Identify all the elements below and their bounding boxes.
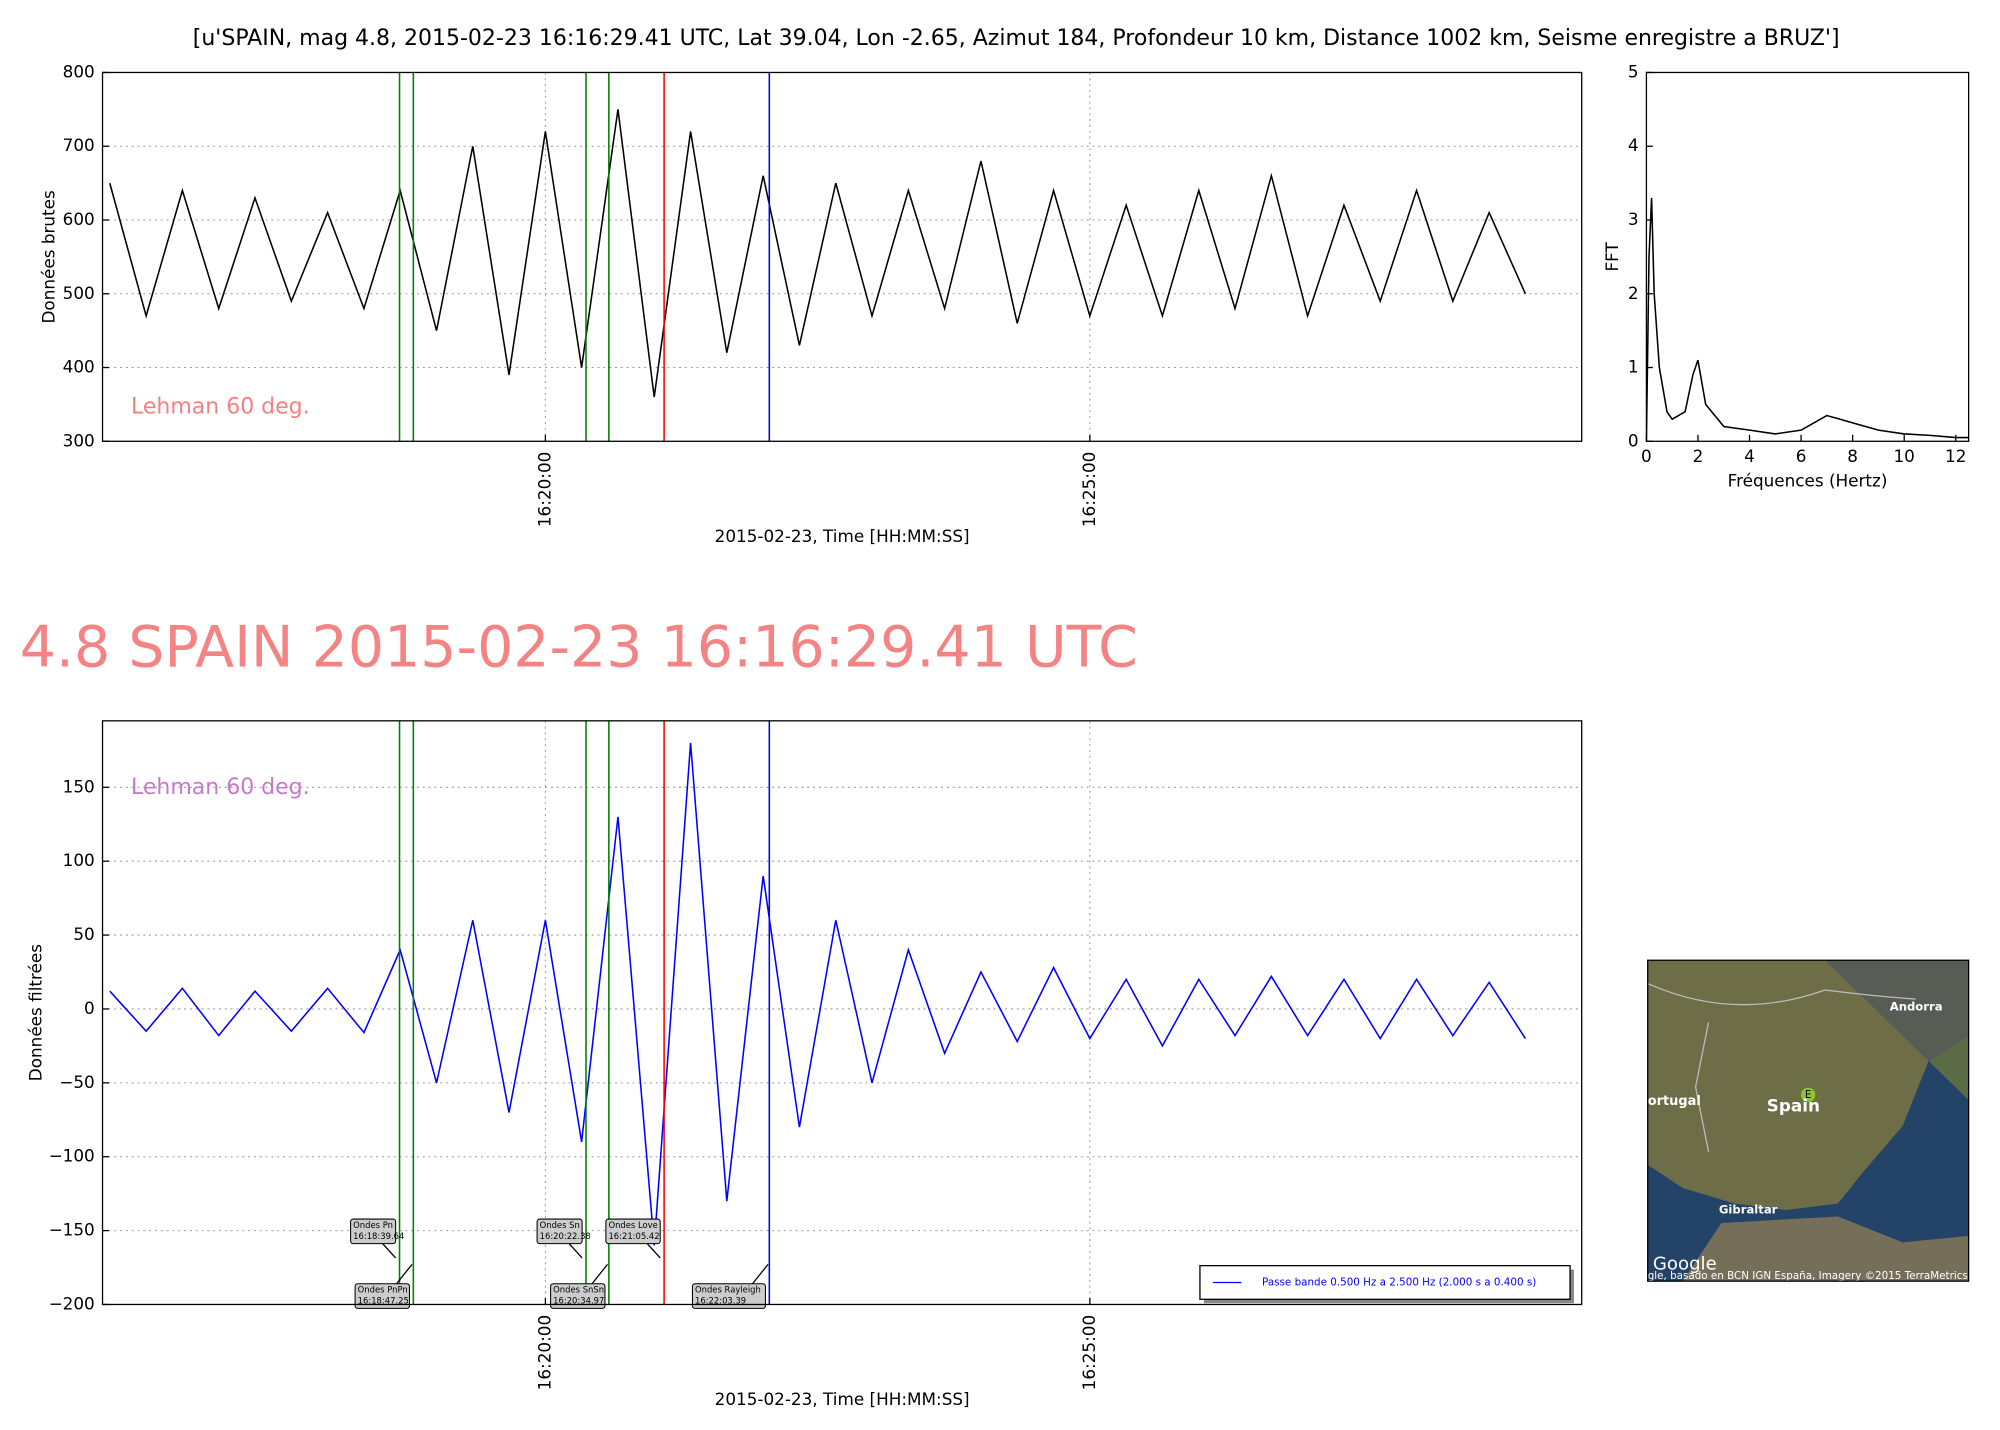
y-tick-label: −200: [49, 1293, 95, 1313]
plot-frame: [101, 71, 1583, 442]
plot-frame: [101, 720, 1583, 1306]
y-tick-label: 0: [84, 998, 95, 1018]
y-tick-label: −100: [49, 1146, 95, 1166]
x-tick-label: 16:25:00: [1079, 1315, 1099, 1391]
phase-time: 16:22:03.39: [695, 1296, 746, 1306]
plot-frame: [1645, 71, 1970, 442]
chart-title: 4.8 SPAIN 2015-02-23 16:16:29.41 UTC: [20, 615, 1138, 681]
phase-label-box: [536, 1218, 583, 1245]
y-axis-label: FFT: [1602, 242, 1622, 272]
chart-title: [u'SPAIN, mag 4.8, 2015-02-23 16:16:29.4…: [193, 26, 1840, 51]
phase-label-box: [550, 1283, 606, 1309]
y-tick-label: 400: [63, 357, 95, 377]
y-tick-label: −150: [49, 1220, 95, 1240]
map-place: Gibraltar: [1719, 1203, 1778, 1217]
y-tick-label: 800: [63, 61, 95, 81]
x-tick-label: 4: [1744, 446, 1755, 466]
x-axis-label: 2015-02-23, Time [HH:MM:SS]: [715, 526, 970, 546]
series-line: [109, 742, 1527, 1246]
phase-arrow: [751, 1263, 769, 1285]
series-line: [109, 109, 1527, 398]
y-tick-label: 700: [63, 135, 95, 155]
y-tick-label: 4: [1628, 135, 1639, 155]
y-tick-label: −50: [59, 1072, 94, 1092]
phase-time: 16:18:47.25: [358, 1296, 409, 1306]
series-line: [1646, 197, 1969, 442]
phase-label: Ondes PnPn: [358, 1285, 408, 1295]
y-tick-label: 300: [63, 430, 95, 450]
phase-time: 16:20:34.97: [553, 1296, 604, 1306]
legend-box: [1199, 1265, 1571, 1300]
y-tick-label: 500: [63, 283, 95, 303]
phase-label: Ondes Pn: [353, 1220, 393, 1230]
x-tick-label: 16:20:00: [534, 1315, 554, 1391]
y-tick-label: 150: [63, 776, 95, 796]
x-tick-label: 6: [1796, 446, 1807, 466]
y-axis-label: Données brutes: [38, 190, 58, 323]
plot-area: [109, 742, 1527, 1246]
x-tick-label: 0: [1641, 446, 1652, 466]
x-tick-label: 16:25:00: [1079, 452, 1099, 528]
y-tick-label: 600: [63, 209, 95, 229]
map-marker-label: E: [1805, 1089, 1812, 1101]
phase-arrow: [646, 1243, 661, 1259]
phase-arrow: [591, 1263, 609, 1285]
phase-label: Ondes SnSn: [553, 1285, 604, 1295]
phase-label: Ondes Love: [608, 1220, 657, 1230]
y-tick-label: 0: [1628, 430, 1639, 450]
x-axis-label: Fréquences (Hertz): [1728, 470, 1888, 490]
map-logo: Google: [1653, 1253, 1717, 1274]
map-attribution: gle, basado en BCN IGN España, Imagery ©…: [1648, 1270, 1968, 1282]
phase-label: Ondes Sn: [540, 1220, 580, 1230]
x-tick-label: 16:20:00: [534, 452, 554, 528]
y-tick-label: 5: [1628, 61, 1639, 81]
x-tick-label: 10: [1893, 446, 1914, 466]
phase-time: 16:21:05.42: [608, 1231, 659, 1241]
phase-label-box: [350, 1218, 397, 1245]
y-tick-label: 1: [1628, 357, 1639, 377]
x-axis-label: 2015-02-23, Time [HH:MM:SS]: [715, 1389, 970, 1409]
map-marker: [1799, 1086, 1817, 1104]
x-tick-label: 12: [1945, 446, 1966, 466]
annotation: Lehman 60 deg.: [131, 395, 310, 420]
legend-label: Passe bande 0.500 Hz a 2.500 Hz (2.000 s…: [1262, 1276, 1536, 1288]
phase-time: 16:18:39.64: [353, 1231, 404, 1241]
phase-label-box: [691, 1283, 766, 1309]
map-place: Andorra: [1890, 999, 1943, 1013]
phase-arrow: [396, 1263, 413, 1285]
phase-label-box: [354, 1283, 410, 1309]
phase-arrow: [382, 1243, 397, 1259]
y-axis-label: Données filtrées: [26, 944, 46, 1081]
annotation: Lehman 60 deg.: [131, 775, 310, 800]
plot-area: [1646, 197, 1969, 442]
y-tick-label: 50: [73, 924, 94, 944]
phase-label-box: [605, 1218, 661, 1245]
y-tick-label: 3: [1628, 209, 1639, 229]
plot-area: [109, 109, 1527, 398]
x-tick-label: 2: [1693, 446, 1704, 466]
phase-time: 16:20:22.38: [540, 1231, 591, 1241]
phase-label: Ondes Rayleigh: [695, 1285, 761, 1295]
map-frame: [1647, 959, 1970, 1282]
map-place: Spain: [1767, 1095, 1820, 1115]
map: E Andorra ortugal Spain Gibraltar Google…: [1647, 959, 1970, 1282]
y-tick-label: 2: [1628, 283, 1639, 303]
map-place: ortugal: [1648, 1094, 1701, 1109]
phase-arrow: [568, 1243, 583, 1259]
x-tick-label: 8: [1847, 446, 1858, 466]
y-tick-label: 100: [63, 850, 95, 870]
